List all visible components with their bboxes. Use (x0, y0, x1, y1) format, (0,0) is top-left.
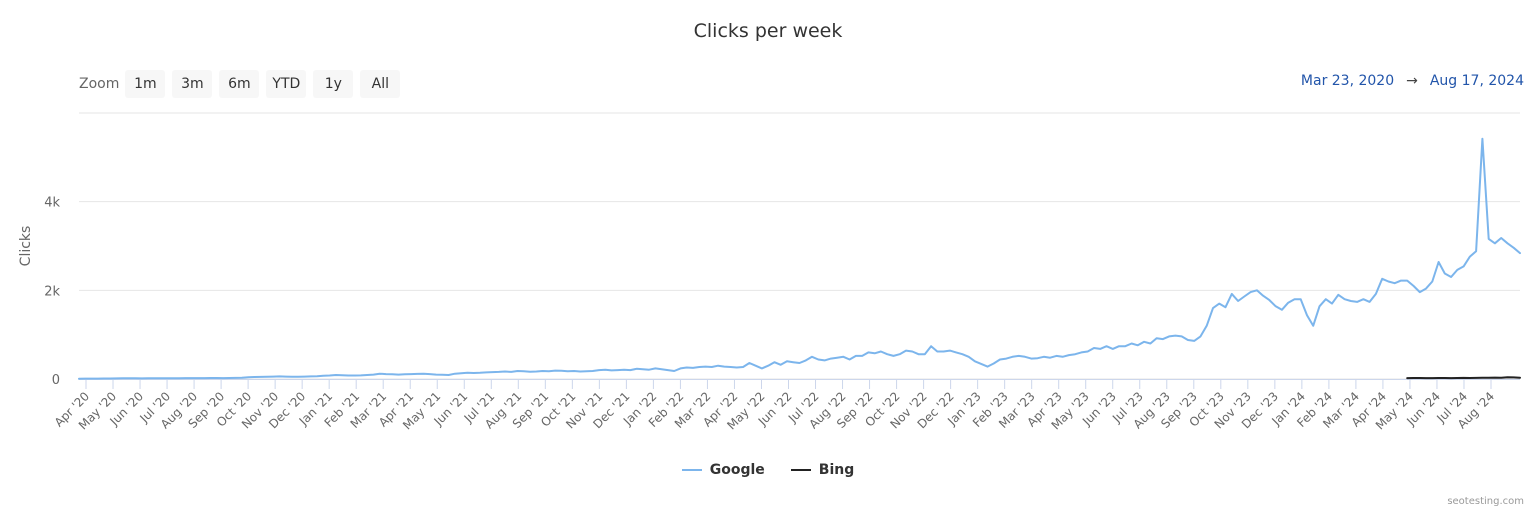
legend-label-bing: Bing (818, 462, 855, 478)
credits-link[interactable]: seotesting.com (1447, 496, 1524, 507)
zoom-1y-button[interactable]: 1y (313, 70, 354, 98)
y-tick-label: 0 (52, 373, 60, 388)
zoom-range-selector: Zoom 1m 3m 6m YTD 1y All (79, 70, 407, 98)
legend: Google Bing (0, 462, 1536, 478)
date-range-display: Mar 23, 2020 → Aug 17, 2024 (1301, 73, 1524, 89)
zoom-6m-button[interactable]: 6m (219, 70, 260, 98)
chart-title: Clicks per week (693, 20, 843, 42)
range-end-date[interactable]: Aug 17, 2024 (1429, 73, 1524, 89)
zoom-ytd-button[interactable]: YTD (266, 70, 307, 98)
y-tick-label: 4k (44, 196, 60, 211)
range-start-date[interactable]: Mar 23, 2020 (1300, 73, 1395, 89)
zoom-label: Zoom (79, 76, 120, 92)
zoom-all-button[interactable]: All (360, 70, 401, 98)
series-line-google[interactable] (78, 137, 1521, 380)
arrow-right-icon: → (1406, 73, 1418, 89)
bing-line-swatch-icon (790, 469, 811, 471)
google-line-swatch-icon (681, 469, 702, 471)
zoom-1m-button[interactable]: 1m (125, 70, 166, 98)
legend-item-bing[interactable]: Bing (790, 462, 855, 478)
y-axis-title: Clicks (18, 226, 34, 267)
legend-label-google: Google (709, 462, 765, 478)
y-tick-label: 2k (44, 284, 60, 299)
zoom-3m-button[interactable]: 3m (172, 70, 213, 98)
legend-item-google[interactable]: Google (681, 462, 765, 478)
series-line-bing[interactable] (1406, 376, 1521, 380)
